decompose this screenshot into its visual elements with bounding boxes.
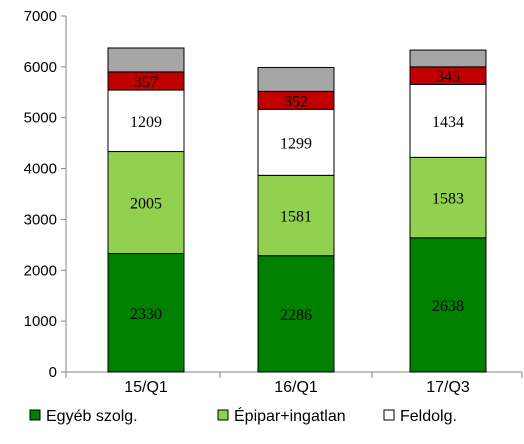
legend-label: Épipar+ingatlan: [234, 406, 346, 425]
legend: Egyéb szolg. Épipar+ingatlan Feldolg.: [29, 406, 457, 425]
bar-segment: [409, 156, 487, 239]
legend-swatch: [383, 409, 395, 421]
y-tick-label: 5000: [24, 110, 57, 127]
data-labels: 2330 2005 1209 357 2286 1581 1299 352 2638 1583 14…: [130, 69, 464, 324]
bar-segment: [107, 151, 185, 255]
legend-label: Feldolg.: [400, 408, 457, 425]
legend-label: Egyéb szolg.: [46, 408, 138, 425]
x-tick-label: 15/Q1: [124, 379, 168, 396]
data-label: 1581: [280, 209, 312, 226]
x-tick-label: 16/Q1: [274, 379, 318, 396]
data-label: 1583: [432, 191, 464, 208]
legend-swatch: [217, 409, 229, 421]
data-label: 1299: [280, 135, 312, 152]
y-tick-label: 2000: [24, 262, 57, 279]
legend-swatch: [29, 409, 41, 421]
y-tick-label: 7000: [24, 8, 57, 25]
bar-segment: [107, 253, 185, 373]
bar-segment: [107, 89, 185, 153]
data-label: 357: [134, 74, 158, 91]
data-label: 2330: [130, 306, 162, 323]
data-label: 2005: [130, 196, 162, 213]
y-tick-label: 4000: [24, 161, 57, 178]
bar-segment: [257, 66, 335, 92]
axes: 0 1000 2000 3000 4000 5000 6000 7000 15/Q1 16/Q1 1…: [24, 8, 523, 396]
bar-segment: [257, 255, 335, 373]
bar-segment: [107, 47, 185, 73]
data-label: 1209: [130, 114, 162, 131]
y-tick-label: 3000: [24, 211, 57, 228]
data-label: 345: [436, 69, 460, 86]
y-tick-label: 6000: [24, 59, 57, 76]
data-label: 352: [284, 93, 308, 110]
data-label: 2286: [280, 307, 312, 324]
data-label: 2638: [432, 298, 464, 315]
bar-segment: [257, 108, 335, 176]
bar-segment: [409, 83, 487, 158]
bar-segment: [409, 49, 487, 68]
data-label: 1434: [432, 114, 464, 131]
bar-segment: [409, 237, 487, 373]
x-tick-label: 17/Q3: [426, 379, 470, 396]
bar-segment: [257, 174, 335, 257]
y-tick-label: 1000: [24, 313, 57, 330]
bars: [107, 47, 487, 373]
y-tick-label: 0: [49, 364, 57, 381]
